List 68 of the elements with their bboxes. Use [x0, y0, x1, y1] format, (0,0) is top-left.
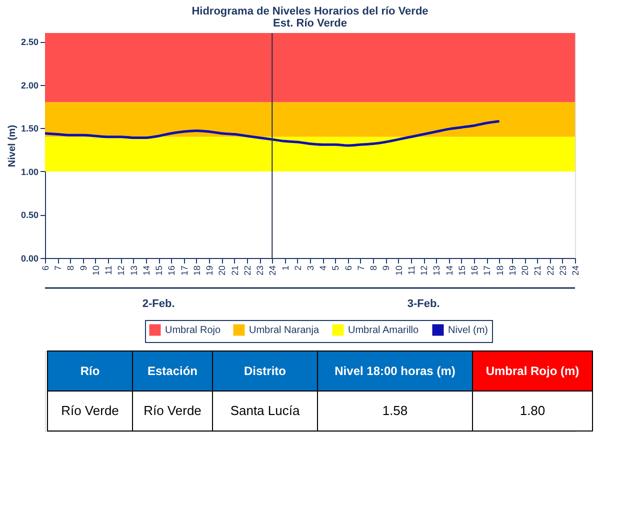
x-tick-label: 4 — [318, 266, 328, 271]
x-tick-label: 13 — [128, 266, 139, 276]
x-tick-label: 21 — [532, 266, 543, 276]
x-tick-label: 7 — [356, 266, 366, 271]
y-tick-label: 0.50 — [20, 210, 38, 220]
x-tick-label: 7 — [53, 266, 64, 271]
x-tick-label: 12 — [419, 266, 430, 276]
x-tick-label: 23 — [255, 266, 266, 276]
text: Estación — [147, 364, 198, 378]
x-tick-label: 9 — [78, 266, 88, 271]
y-tick-label: 2.50 — [20, 37, 38, 48]
x-tick-label: 11 — [406, 266, 416, 275]
y-tick-label: 1.50 — [20, 124, 38, 134]
text: 1.58 — [382, 403, 408, 418]
x-tick-label: 23 — [558, 266, 568, 276]
x-tick-label: 11 — [104, 266, 114, 275]
x-tick-label: 10 — [90, 266, 101, 276]
x-tick-label: 17 — [482, 266, 492, 276]
x-tick-label: 15 — [456, 266, 467, 276]
x-tick-label: 20 — [217, 266, 228, 276]
x-tick-label: 12 — [116, 266, 126, 276]
x-tick-label: 24 — [268, 266, 278, 276]
x-tick-label: 22 — [545, 266, 556, 276]
y-tick-label: 1.00 — [20, 166, 38, 177]
x-tick-label: 22 — [242, 266, 252, 276]
x-tick-label: 18 — [192, 266, 202, 276]
chart-title: Hidrograma de Niveles Horarios del río Verde — [192, 6, 428, 18]
x-tick-label: 17 — [179, 266, 190, 276]
x-tick-label: 16 — [470, 266, 480, 276]
x-tick-label: 24 — [570, 266, 580, 276]
text: Distrito — [244, 364, 286, 378]
x-tick-label: 6 — [40, 266, 50, 271]
legend-label: Nivel (m) — [448, 325, 488, 336]
legend-label: Umbral Naranja — [249, 325, 320, 336]
x-tick-label: 1 — [280, 266, 290, 271]
x-tick-label: 8 — [368, 266, 379, 271]
text: Santa Lucía — [230, 403, 300, 418]
x-tick-label: 9 — [381, 266, 392, 271]
y-tick-label: 0.00 — [20, 254, 38, 264]
x-tick-label: 21 — [230, 266, 240, 276]
text: Río Verde — [144, 403, 202, 418]
y-tick-label: 2.00 — [20, 80, 38, 90]
text: Río — [80, 364, 100, 378]
x-tick-label: 15 — [154, 266, 164, 276]
x-tick-label: 6 — [343, 266, 354, 271]
x-tick-label: 16 — [166, 266, 177, 276]
text: 1.80 — [520, 403, 546, 418]
x-tick-label: 13 — [432, 266, 442, 276]
text: 2-Feb. — [142, 298, 175, 310]
x-tick-label: 19 — [507, 266, 518, 276]
text: 3-Feb. — [407, 298, 440, 310]
x-tick-label: 5 — [330, 266, 341, 271]
x-tick-label: 14 — [141, 266, 152, 276]
text: Umbral Rojo (m) — [486, 364, 580, 378]
x-tick-label: 10 — [394, 266, 404, 276]
text: Nivel 18:00 horas (m) — [334, 364, 456, 378]
legend-label: Umbral Rojo — [165, 325, 222, 336]
text: Río Verde — [61, 403, 119, 418]
x-tick-label: 14 — [444, 266, 454, 276]
legend-label: Umbral Amarillo — [348, 325, 420, 336]
x-tick-label: 3 — [306, 266, 316, 271]
x-tick-label: 20 — [520, 266, 530, 276]
y-axis-title: Nivel (m) — [6, 124, 18, 168]
x-tick-label: 8 — [66, 266, 76, 271]
x-tick-label: 2 — [292, 266, 303, 271]
x-tick-label: 19 — [204, 266, 215, 276]
x-tick-label: 18 — [494, 266, 505, 276]
chart-subtitle: Est. Río Verde — [273, 18, 347, 30]
